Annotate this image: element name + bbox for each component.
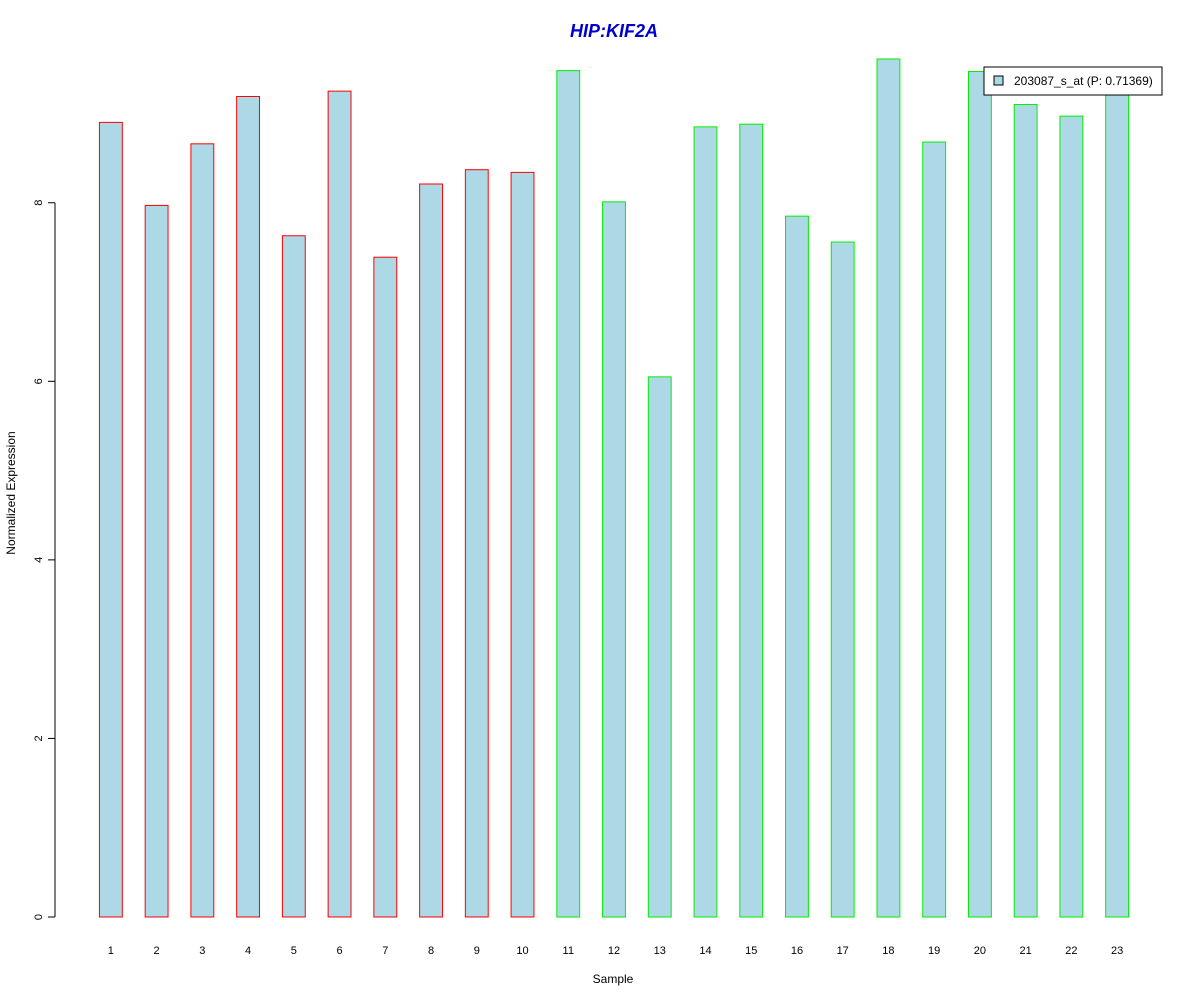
x-tick-label: 21 xyxy=(1020,945,1032,957)
y-tick-label: 4 xyxy=(33,557,45,563)
x-tick-label: 8 xyxy=(428,945,434,957)
x-tick-label: 19 xyxy=(928,945,940,957)
bar-sample-12 xyxy=(602,201,626,918)
legend: 203087_s_at (P: 0.71369) xyxy=(983,66,1163,96)
legend-swatch xyxy=(993,75,1004,86)
bar-sample-11 xyxy=(556,70,581,918)
bar-sample-7 xyxy=(373,256,398,918)
x-tick-label: 5 xyxy=(291,945,297,957)
y-axis: 0 2 4 6 8 xyxy=(33,200,56,920)
bar-sample-22 xyxy=(1059,115,1084,918)
bar-sample-17 xyxy=(830,241,855,918)
x-tick-label: 7 xyxy=(382,945,388,957)
bar-sample-6 xyxy=(327,90,352,918)
bars xyxy=(98,58,1130,918)
x-tick-label: 13 xyxy=(654,945,666,957)
y-tick-label: 6 xyxy=(33,378,45,384)
x-tick-label: 11 xyxy=(563,945,574,957)
x-tick-label: 3 xyxy=(199,945,205,957)
bar-sample-8 xyxy=(419,183,443,918)
bar-sample-18 xyxy=(876,58,901,918)
bar-sample-3 xyxy=(190,143,215,918)
x-tick-label: 22 xyxy=(1065,945,1077,957)
x-tick-label: 17 xyxy=(837,945,849,957)
x-tick-label: 1 xyxy=(108,945,114,957)
x-tick-label: 16 xyxy=(791,945,803,957)
y-tick-label: 0 xyxy=(33,914,45,920)
bar-sample-21 xyxy=(1013,104,1038,918)
bar-sample-19 xyxy=(922,141,947,918)
x-tick-label: 14 xyxy=(699,945,711,957)
bar-sample-2 xyxy=(144,204,169,918)
bar-sample-16 xyxy=(785,215,809,918)
x-axis-label: Sample xyxy=(593,972,634,986)
bar-sample-1 xyxy=(98,121,123,918)
x-tick-label: 23 xyxy=(1111,945,1123,957)
x-tick-label: 18 xyxy=(882,945,894,957)
bar-sample-23 xyxy=(1105,86,1130,918)
x-tick-label: 12 xyxy=(608,945,620,957)
bar-sample-9 xyxy=(464,169,489,918)
bar-sample-4 xyxy=(236,95,261,918)
x-tick-label: 15 xyxy=(745,945,757,957)
x-tick-label: 20 xyxy=(974,945,986,957)
bar-sample-20 xyxy=(967,70,992,918)
bar-sample-14 xyxy=(693,126,718,918)
bar-sample-13 xyxy=(647,376,672,918)
x-tick-label: 10 xyxy=(516,945,528,957)
chart-title: HIP:KIF2A xyxy=(570,21,658,41)
x-tick-label: 4 xyxy=(245,945,251,957)
y-tick-label: 2 xyxy=(33,735,45,741)
x-tick-label: 9 xyxy=(474,945,480,957)
bar-sample-15 xyxy=(739,123,764,918)
legend-label: 203087_s_at (P: 0.71369) xyxy=(1014,74,1153,88)
bar-sample-10 xyxy=(510,171,535,918)
x-axis-tick-labels: 1 2 3 4 5 6 7 8 9 10 11 12 13 14 15 16 17 18 19 20 21 22 23 xyxy=(108,945,1123,957)
y-tick-label: 8 xyxy=(33,200,45,206)
y-axis-label: Normalized Expression xyxy=(4,431,18,554)
x-tick-label: 6 xyxy=(337,945,343,957)
bar-sample-5 xyxy=(281,235,306,918)
legend-box xyxy=(983,66,1163,96)
x-tick-label: 2 xyxy=(154,945,160,957)
